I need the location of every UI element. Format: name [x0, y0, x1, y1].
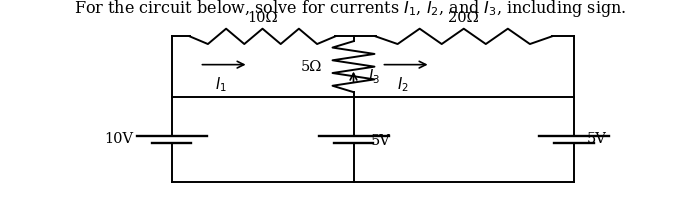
Text: 20Ω: 20Ω [449, 11, 479, 25]
Text: 5Ω: 5Ω [300, 60, 322, 74]
Text: $I_3$: $I_3$ [368, 67, 379, 86]
Text: 5V: 5V [371, 134, 391, 148]
Text: $I_1$: $I_1$ [215, 76, 226, 95]
Text: 10Ω: 10Ω [247, 11, 278, 25]
Text: 5V: 5V [587, 132, 606, 146]
Text: $I_2$: $I_2$ [397, 76, 408, 95]
Text: 10V: 10V [104, 132, 133, 146]
Text: For the circuit below, solve for currents $I_1$, $I_2$, and $I_3$, including sig: For the circuit below, solve for current… [74, 0, 626, 19]
